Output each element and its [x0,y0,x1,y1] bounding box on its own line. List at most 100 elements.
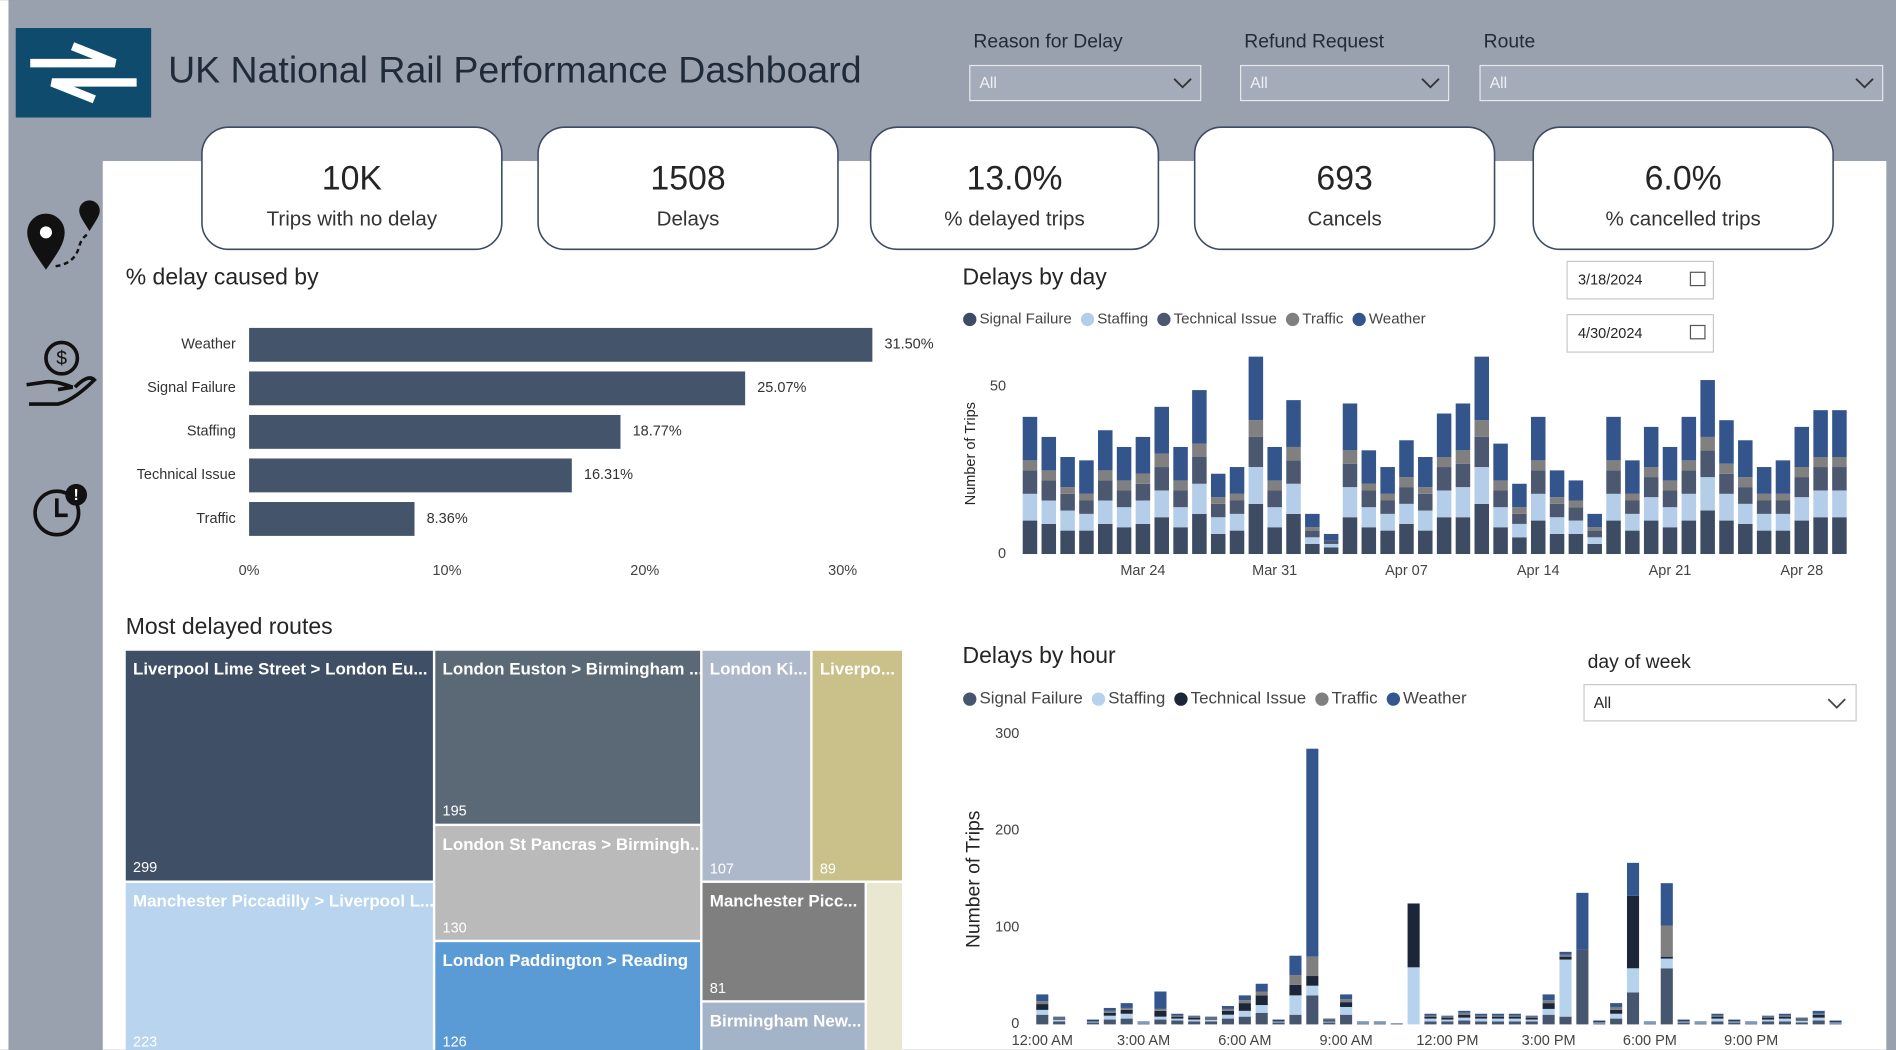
treemap-tile[interactable]: Liverpool Lime Street > London Eu... 299 [125,650,433,881]
bar-segment [1342,463,1358,488]
treemap-tile[interactable]: Birmingham New... [702,1002,865,1050]
bar-segment [1812,1020,1825,1025]
bar-segment [1289,995,1302,1015]
bar-segment [1306,976,1319,986]
bar-chart-title: % delay caused by [126,263,319,289]
bar-segment [1306,995,1319,1025]
filter-dropdown[interactable]: All [1479,64,1884,102]
bar-segment [1248,420,1264,437]
bar-segment [1116,507,1132,528]
value-label: 31.50% [884,337,933,353]
bar-segment [1700,477,1715,511]
bar-segment [1436,413,1452,458]
bar-segment [1407,903,1420,968]
hour-chart-title: Delays by hour [963,642,1117,668]
bar-segment [1380,467,1395,494]
bar-segment [1036,994,1049,1002]
bar-segment [1286,513,1301,555]
bar-segment [1098,430,1113,471]
bar-segment [1559,951,1572,955]
bar-segment [1210,517,1226,534]
bar-segment [1135,500,1151,524]
treemap-tile[interactable]: Manchester Piccadilly > Liverpool L... 22… [125,882,434,1050]
bar-segment [1525,1016,1538,1018]
filter-dropdown[interactable]: All [969,64,1202,102]
bar-segment [1493,480,1508,491]
bar-segment [1103,1012,1116,1016]
y-tick-label: 300 [995,726,1019,742]
route-icon[interactable] [27,200,100,270]
bar-segment [1756,500,1772,514]
bar-segment [1022,460,1038,471]
kpi-label: Delays [657,208,720,231]
bar-segment [1568,507,1584,521]
bar-segment [1512,523,1527,538]
treemap-tile[interactable]: London St Pancras > Birmingh... 130 [435,826,704,940]
bar-segment [1681,520,1697,555]
legend-swatch [1315,692,1329,706]
treemap-tile[interactable]: London Paddington > Reading 126 [435,942,701,1050]
bar-segment [1681,460,1697,471]
bar-segment [1738,477,1753,488]
pin [27,213,65,270]
kpi-value: 1508 [650,159,725,197]
filter-dropdown[interactable]: All [1240,64,1450,102]
bar-segment [1380,500,1395,514]
bar-segment [1756,513,1772,531]
bar-segment [1762,1017,1775,1020]
bar-segment [1086,1022,1099,1025]
x-tick-label: 10% [432,563,461,579]
bar-segment [1205,1016,1218,1018]
value-label: 8.36% [427,511,468,527]
bar-segment [1829,1023,1842,1025]
bar-segment [1173,507,1188,528]
bar-segment [1098,470,1113,481]
bar-segment [1267,527,1282,555]
date-end[interactable]: 4/30/2024 [1566,313,1715,353]
treemap-tile[interactable]: London Ki... 107 [702,650,811,881]
bar-segment [1137,1023,1150,1025]
bar-segment [1098,480,1113,501]
bar-segment [1610,1003,1623,1007]
coin [44,340,80,376]
bar-segment [1323,540,1339,544]
value-label: 18.77% [633,424,682,440]
refund-icon[interactable]: $ [26,340,97,406]
day-filter[interactable]: All [1583,684,1857,722]
filter-label: Route [1484,31,1536,53]
bar-segment [1267,490,1282,508]
dropdown-box [1479,64,1884,102]
bar-segment [1711,1021,1724,1025]
bar-segment [1399,503,1414,524]
dropdown-box [1583,684,1857,722]
treemap-tile[interactable]: London Euston > Birmingham ... 195 [435,650,703,824]
x-tick-label: 12:00 AM [1012,1033,1073,1049]
bar-segment [1418,530,1433,555]
legend-label: Signal Failure [979,689,1082,708]
bar-segment [1677,1019,1690,1021]
bar-segment [1135,473,1151,484]
bar-segment [1373,1023,1386,1025]
bar-segment [1340,999,1353,1003]
bar-segment [1719,520,1734,555]
bar-segment [1455,450,1471,464]
bar [249,414,621,449]
date-start[interactable]: 3/18/2024 [1566,260,1715,300]
bar-segment [1738,523,1753,555]
treemap-tile[interactable]: Manchester Picc... 81 [702,882,865,1001]
bar-segment [1756,467,1772,494]
bar-segment [1154,1010,1167,1017]
bar-segment [1086,1019,1099,1021]
bar-segment [1794,497,1810,521]
y-tick-label: Weather [181,337,236,353]
delay-icon[interactable]: ! [33,483,88,537]
treemap-tile[interactable]: Liverpo... 89 [812,650,903,881]
bar-segment [1610,1013,1623,1019]
x-tick-label: Mar 31 [1252,563,1297,579]
bar-segment [1210,503,1226,518]
bar-segment [1210,497,1226,504]
bar-segment [1812,1014,1825,1018]
bar-segment [1474,356,1490,421]
bar-segment [1210,533,1226,555]
bar-segment [1154,406,1169,454]
